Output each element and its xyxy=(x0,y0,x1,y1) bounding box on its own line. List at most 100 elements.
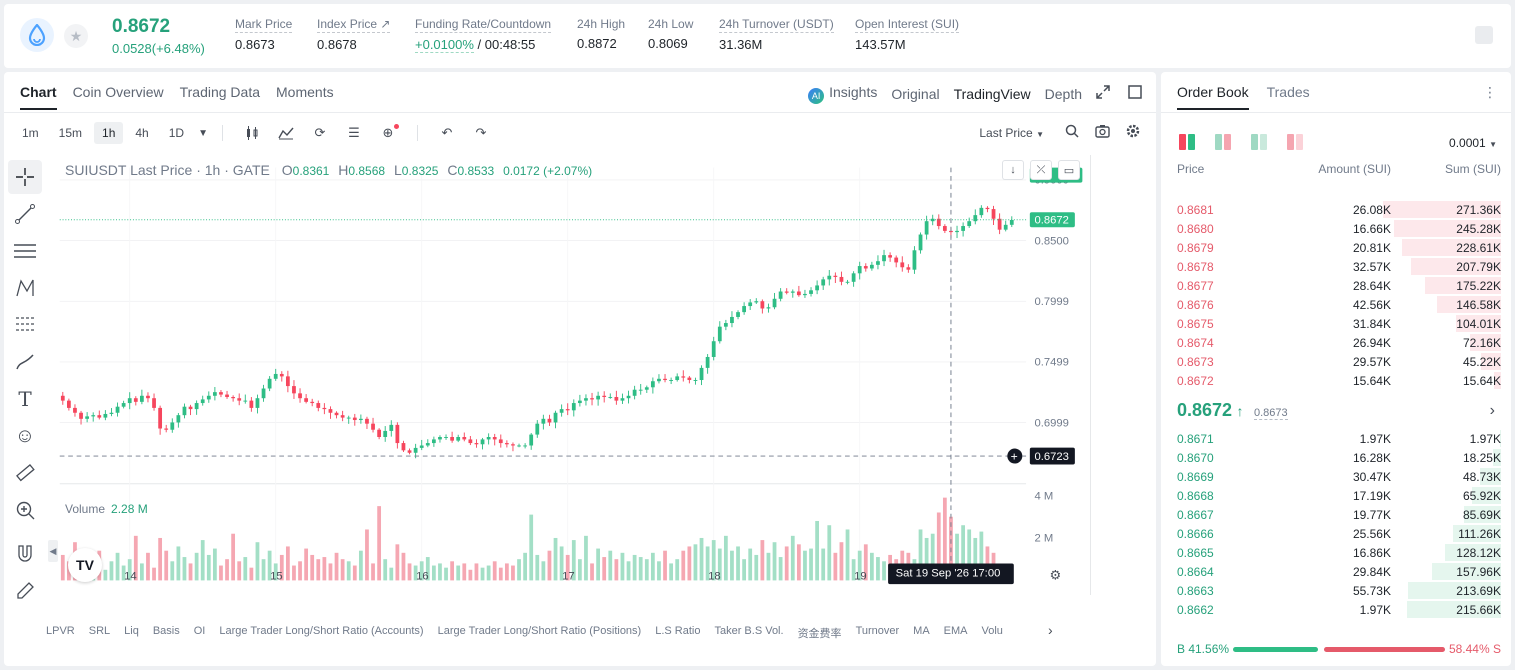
expand-icon[interactable] xyxy=(1096,85,1110,99)
indicators-icon[interactable] xyxy=(275,124,297,142)
funding-rate-label[interactable]: Funding Rate/Countdown xyxy=(415,17,552,33)
open-interest-label[interactable]: Open Interest (SUI) xyxy=(855,17,960,33)
pencil-lock-tool-icon[interactable] xyxy=(8,574,42,608)
indicator-11[interactable]: MA xyxy=(913,625,930,637)
maximize-pane-icon[interactable]: ▭ xyxy=(1058,160,1080,180)
window-icon[interactable] xyxy=(1128,85,1142,99)
view-original[interactable]: Original xyxy=(891,86,940,102)
tab-coin-overview[interactable]: Coin Overview xyxy=(72,84,164,100)
emoji-tool-icon[interactable]: ☺ xyxy=(14,424,36,447)
view-tradingview[interactable]: TradingView xyxy=(953,86,1031,102)
mark-price-label[interactable]: Mark Price xyxy=(235,17,293,33)
indicator-4[interactable]: OI xyxy=(193,625,206,637)
magnet-tool-icon[interactable] xyxy=(8,537,42,571)
zoom-in-tool-icon[interactable] xyxy=(8,493,42,527)
ask-row[interactable]: 0.8678 32.57K 207.79K xyxy=(1175,257,1501,276)
crosshair-tool-icon[interactable] xyxy=(8,160,42,194)
indicator-1[interactable]: SRL xyxy=(88,625,111,637)
trendline-tool-icon[interactable] xyxy=(8,197,42,231)
indicator-10[interactable]: Turnover xyxy=(855,625,900,637)
bid-row[interactable]: 0.8669 30.47K 48.73K xyxy=(1175,467,1501,486)
indicator-7[interactable]: L.S Ratio xyxy=(655,625,701,637)
pattern-tool-icon[interactable] xyxy=(8,271,42,305)
indicator-13[interactable]: Volu xyxy=(981,625,1003,637)
search-icon[interactable] xyxy=(1065,124,1079,138)
indicator-0[interactable]: LPVR xyxy=(46,625,75,637)
bid-row[interactable]: 0.8662 1.97K 215.66K xyxy=(1175,600,1501,619)
mid-mark-price[interactable]: 0.8673 xyxy=(1253,407,1288,420)
ask-row[interactable]: 0.8677 28.64K 175.22K xyxy=(1175,276,1501,295)
precision-selector[interactable]: 0.0001 ▼ xyxy=(1449,136,1497,150)
camera-icon[interactable] xyxy=(1095,124,1110,138)
tab-trading-data[interactable]: Trading Data xyxy=(179,84,261,100)
chevron-right-icon[interactable]: › xyxy=(1489,402,1495,419)
mode-asks-icon[interactable] xyxy=(1287,134,1303,150)
funding-rate-percent[interactable]: +0.0100% xyxy=(415,37,474,53)
insights-button[interactable]: AI Insights xyxy=(808,84,877,104)
ask-row[interactable]: 0.8680 16.66K 245.28K xyxy=(1175,219,1501,238)
timeframe-1m[interactable]: 1m xyxy=(22,126,39,140)
bid-row[interactable]: 0.8670 16.28K 18.25K xyxy=(1175,448,1501,467)
text-tool-icon[interactable]: T xyxy=(18,387,32,411)
book-icon[interactable] xyxy=(1475,26,1493,44)
indicator-8[interactable]: Taker B.S Vol. xyxy=(714,625,784,637)
favorite-star-icon[interactable]: ★ xyxy=(64,24,88,48)
ask-row[interactable]: 0.8673 29.57K 45.22K xyxy=(1175,352,1501,371)
bid-row[interactable]: 0.8671 1.97K 1.97K xyxy=(1175,429,1501,448)
indicator-5[interactable]: Large Trader Long/Short Ratio (Accounts) xyxy=(219,625,424,637)
indicator-6[interactable]: Large Trader Long/Short Ratio (Positions… xyxy=(437,625,642,637)
indicator-2[interactable]: Liq xyxy=(124,625,139,637)
collapse-icon[interactable]: ⤫ xyxy=(1030,160,1052,180)
ask-row[interactable]: 0.8681 26.08K 271.36K xyxy=(1175,200,1501,219)
indicator-9[interactable]: 资金费率 xyxy=(797,628,842,640)
indicator-next-icon[interactable]: › xyxy=(1048,622,1053,638)
brush-tool-icon[interactable] xyxy=(8,345,42,379)
undo-icon[interactable]: ↶ xyxy=(441,125,453,140)
last-price-selector[interactable]: Last Price ▼ xyxy=(979,126,1044,140)
settings-gear-icon[interactable] xyxy=(1126,124,1140,138)
fib-tool-icon[interactable] xyxy=(8,308,42,342)
turnover-24h-label[interactable]: 24h Turnover (USDT) xyxy=(719,17,834,33)
view-depth[interactable]: Depth xyxy=(1044,86,1082,102)
arrow-down-icon[interactable]: ↓ xyxy=(1002,160,1024,180)
add-indicator-icon[interactable]: ⊕ xyxy=(377,124,399,142)
bid-row[interactable]: 0.8665 16.86K 128.12K xyxy=(1175,543,1501,562)
bid-row[interactable]: 0.8664 29.84K 157.96K xyxy=(1175,562,1501,581)
timeframe-15m[interactable]: 15m xyxy=(58,126,83,140)
tab-moments[interactable]: Moments xyxy=(276,84,334,100)
volume-bar xyxy=(778,557,783,581)
axis-settings-icon[interactable]: ⚙ xyxy=(1050,567,1062,582)
indicator-12[interactable]: EMA xyxy=(943,625,968,637)
ask-row[interactable]: 0.8674 26.94K 72.16K xyxy=(1175,333,1501,352)
index-price-label[interactable]: Index Price ↗ xyxy=(317,17,391,33)
more-vertical-icon[interactable]: ⋮ xyxy=(1483,84,1497,100)
timeframe-4h[interactable]: 4h xyxy=(135,126,149,140)
horizontal-lines-tool-icon[interactable] xyxy=(8,234,42,268)
ask-row[interactable]: 0.8679 20.81K 228.61K xyxy=(1175,238,1501,257)
indicator-3[interactable]: Basis xyxy=(152,625,180,637)
list-icon[interactable]: ☰ xyxy=(348,125,360,140)
bid-row[interactable]: 0.8667 19.77K 85.69K xyxy=(1175,505,1501,524)
timeframe-1d[interactable]: 1D xyxy=(168,126,185,140)
ask-row[interactable]: 0.8675 31.84K 104.01K xyxy=(1175,314,1501,333)
redo-icon[interactable]: ↷ xyxy=(475,125,487,140)
bid-row[interactable]: 0.8666 25.56K 111.26K xyxy=(1175,524,1501,543)
tab-chart[interactable]: Chart xyxy=(20,84,57,110)
ruler-tool-icon[interactable] xyxy=(8,456,42,490)
mode-both-icon[interactable] xyxy=(1179,134,1195,150)
bid-row[interactable]: 0.8668 17.19K 65.92K xyxy=(1175,486,1501,505)
ask-row[interactable]: 0.8672 15.64K 15.64K xyxy=(1175,371,1501,390)
tab-trades[interactable]: Trades xyxy=(1266,84,1310,100)
refresh-icon[interactable]: ⟳ xyxy=(314,125,326,140)
volume-bar xyxy=(535,554,540,581)
collapse-toolbar-icon[interactable]: ◀ xyxy=(48,540,58,562)
timeframe-1h[interactable]: 1h xyxy=(94,122,124,144)
mode-both-alt-icon[interactable] xyxy=(1215,134,1231,150)
tab-order-book[interactable]: Order Book xyxy=(1177,84,1249,110)
timeframe-dropdown-icon[interactable]: ▼ xyxy=(198,127,208,139)
ask-row[interactable]: 0.8676 42.56K 146.58K xyxy=(1175,295,1501,314)
mode-bids-icon[interactable] xyxy=(1251,134,1267,150)
bid-row[interactable]: 0.8663 55.73K 213.69K xyxy=(1175,581,1501,600)
candle-type-icon[interactable] xyxy=(241,124,263,142)
